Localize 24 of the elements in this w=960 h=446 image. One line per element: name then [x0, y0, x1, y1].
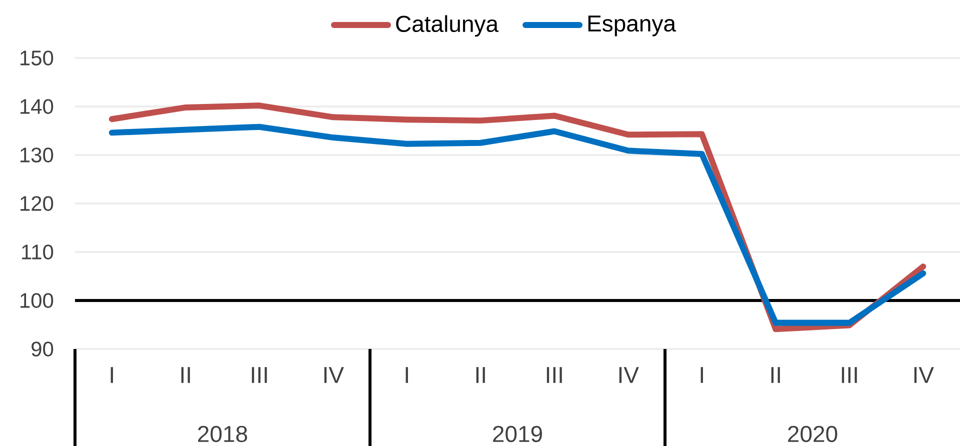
- x-tick-label: I: [110, 367, 113, 383]
- text: 2018: [198, 426, 248, 442]
- x-tick-label: IV: [619, 367, 639, 383]
- x-tick-label: IV: [324, 367, 344, 383]
- legend-label: Catalunya: [396, 15, 499, 37]
- x-tick-label: II: [181, 367, 190, 383]
- y-tick-label: 120: [20, 196, 54, 211]
- y-tick-label: 140: [20, 99, 54, 114]
- y-tick-label: 100: [20, 293, 54, 308]
- y-tick-label: 130: [20, 148, 54, 162]
- x-tick-label: IV: [914, 367, 934, 383]
- x-tick-label: III: [546, 367, 562, 383]
- text: 2020: [788, 426, 838, 442]
- text: 2019: [493, 426, 542, 442]
- y-tick-label: 150: [20, 50, 54, 66]
- y-tick-label: 90: [32, 342, 54, 356]
- y-tick-label: 110: [22, 244, 54, 260]
- x-tick-label: I: [700, 367, 703, 383]
- x-tick-label: I: [406, 367, 408, 383]
- x-tick-label: II: [476, 367, 485, 383]
- legend-label: Espanya: [588, 16, 676, 36]
- x-tick-label: III: [252, 367, 267, 383]
- x-tick-label: III: [842, 367, 857, 383]
- x-tick-label: II: [771, 367, 780, 383]
